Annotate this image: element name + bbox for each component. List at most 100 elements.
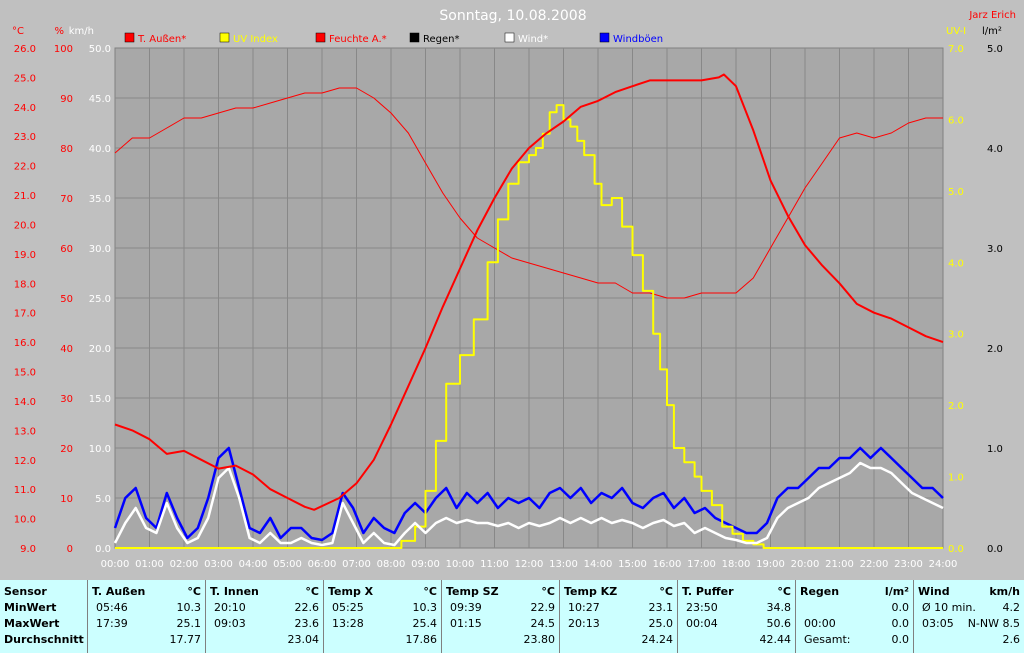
series-t-au-en- [114, 73, 944, 511]
axis-tick-label: 21.0 [14, 191, 36, 202]
sensor-name: Temp SZ [446, 585, 499, 598]
stats-column-wind: Wind km/h Ø 10 min. 4.2 03:05 N-NW 8.5 2.6 [914, 580, 1024, 653]
axis-tick-label: 14.0 [14, 397, 36, 408]
sensor-unit: °C [305, 585, 319, 598]
axis-tick-label: 2.0 [987, 344, 1003, 355]
min-value: 22.9 [530, 601, 556, 614]
axis-tick-label: 70 [60, 194, 73, 205]
legend-label: Feuchte A.* [329, 34, 387, 45]
sensor-name: T. Außen [92, 585, 146, 598]
series-group [113, 73, 944, 549]
axis-tick-label: 50 [60, 294, 73, 305]
axis-tick-label: 25.0 [89, 294, 111, 305]
avg-value: 17.77 [169, 633, 202, 646]
axis-x-tick: 14:00 [584, 559, 613, 570]
axis-tick-label: 4.0 [987, 144, 1003, 155]
axis-tick-label: 5.0 [95, 494, 111, 505]
legend-swatch [124, 32, 135, 43]
stats-table: Sensor MinWert MaxWert Durchschnitt T. A… [0, 580, 1024, 653]
legend-swatch [599, 32, 610, 43]
axis-tick-label: 35.0 [89, 194, 111, 205]
legend-swatch [409, 32, 420, 43]
axis-tick-label: 40 [60, 344, 73, 355]
axis-x-tick: 15:00 [618, 559, 647, 570]
axis-tick-label: 0 [67, 544, 73, 555]
sensor-name: Wind [918, 585, 950, 598]
label-min: MinWert [4, 601, 57, 614]
axis-tick-label: 4.0 [948, 258, 964, 269]
axis-tick-label: 6.0 [948, 115, 964, 126]
axis-tick-label: 60 [60, 244, 73, 255]
axis-tick-label: 30 [60, 394, 73, 405]
label-max: MaxWert [4, 617, 60, 630]
min-time: 05:25 [332, 601, 364, 614]
axis-tick-label: 26.0 [14, 44, 36, 55]
axis-tick-label: 11.0 [14, 485, 36, 496]
sensor-unit: l/m² [884, 585, 909, 598]
stats-labels-column: Sensor MinWert MaxWert Durchschnitt [0, 580, 88, 653]
max-value: 25.0 [648, 617, 674, 630]
max-value: 25.4 [412, 617, 438, 630]
weather-chart: Sonntag, 10.08.2008 Jarz Erich T. Außen*… [12, 8, 1016, 570]
min-value: 23.1 [648, 601, 674, 614]
series-feuchte-a- [114, 87, 943, 299]
legend-label: T. Außen* [137, 34, 186, 45]
stats-column-regen: Regen l/m² 0.0 00:00 0.0 Gesamt: 0.0 [796, 580, 914, 653]
axis-tick-label: 2.0 [948, 401, 964, 412]
axis-unit: % [54, 26, 64, 37]
axis-tick-label: 15.0 [14, 368, 36, 379]
axis-x-tick: 16:00 [653, 559, 682, 570]
min-value: 34.8 [766, 601, 792, 614]
min-value: 4.2 [1002, 601, 1021, 614]
max-time: 09:03 [214, 617, 246, 630]
legend: T. Außen* UV Index Feuchte A.* Regen* Wind* W… [124, 32, 663, 45]
axis-x-tick: 20:00 [791, 559, 820, 570]
min-time: 23:50 [686, 601, 718, 614]
axis-tick-label: 3.0 [948, 330, 964, 341]
sensor-name: T. Puffer [682, 585, 734, 598]
axis-tick-label: 10.0 [89, 444, 111, 455]
axis-tick-label: 80 [60, 144, 73, 155]
min-time: 05:46 [96, 601, 128, 614]
legend-label: Wind* [518, 34, 548, 45]
axis-uv: UV-I 7.0 6.0 5.0 4.0 3.0 2.0 1.0 0.0 [946, 26, 966, 555]
axis-tick-label: 3.0 [987, 244, 1003, 255]
axis-tick-label: 0.0 [987, 544, 1003, 555]
legend-label: Regen* [423, 34, 460, 45]
axis-unit: °C [12, 26, 24, 37]
avg-value: 17.86 [405, 633, 438, 646]
series-windb-en [113, 446, 944, 542]
stats-column-t-au-en: T. Außen °C 05:46 10.3 17:39 25.1 17.77 [88, 580, 206, 653]
max-value: N-NW 8.5 [967, 617, 1020, 630]
axis-tick-label: 0.0 [948, 544, 964, 555]
sensor-unit: °C [777, 585, 791, 598]
axis-tick-label: 12.0 [14, 456, 36, 467]
axis-tick-label: 0.0 [95, 544, 111, 555]
max-time: 01:15 [450, 617, 482, 630]
stats-column-t-puffer: T. Puffer °C 23:50 34.8 00:04 50.6 42.44 [678, 580, 796, 653]
axis-x-tick: 21:00 [825, 559, 854, 570]
axis-temp: °C 26.0 25.0 24.0 23.0 22.0 21.0 20.0 19.0 18.0 17… [12, 26, 36, 555]
stats-column-temp-kz: Temp KZ °C 10:27 23.1 20:13 25.0 24.24 [560, 580, 678, 653]
avg-value: 2.6 [1002, 633, 1021, 646]
avg-value: 23.04 [287, 633, 320, 646]
axis-tick-label: 9.0 [20, 544, 36, 555]
axis-tick-label: 22.0 [14, 162, 36, 173]
min-time: Ø 10 min. [922, 601, 976, 614]
axis-tick-label: 40.0 [89, 144, 111, 155]
axis-tick-label: 45.0 [89, 94, 111, 105]
axis-tick-label: 1.0 [948, 473, 964, 484]
axis-tick-label: 10.0 [14, 515, 36, 526]
max-time: 00:04 [686, 617, 718, 630]
axis-tick-label: 20.0 [89, 344, 111, 355]
axis-x-tick: 01:00 [135, 559, 164, 570]
sensor-unit: °C [659, 585, 673, 598]
axis-x-tick: 19:00 [756, 559, 785, 570]
max-value: 25.1 [176, 617, 202, 630]
label-sensor: Sensor [4, 585, 47, 598]
max-value: 0.0 [891, 617, 910, 630]
axis-tick-label: 16.0 [14, 338, 36, 349]
chart-title: Sonntag, 10.08.2008 [439, 8, 586, 24]
axis-x-tick: 11:00 [480, 559, 509, 570]
